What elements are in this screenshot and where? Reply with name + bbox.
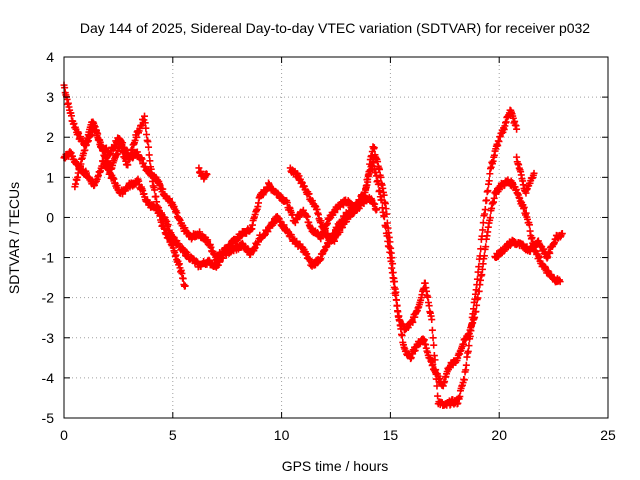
y-tick-label: 0 — [46, 209, 54, 225]
data-point — [428, 316, 436, 324]
data-point — [434, 392, 442, 400]
x-tick-label: 5 — [169, 427, 177, 443]
data-point — [146, 157, 154, 165]
data-point — [479, 226, 487, 234]
data-point — [143, 130, 151, 138]
data-point — [462, 361, 470, 369]
data-point — [482, 243, 490, 251]
data-point — [556, 278, 564, 286]
data-point — [370, 159, 378, 167]
data-point — [145, 143, 153, 151]
y-tick-label: -5 — [42, 410, 55, 426]
data-point — [390, 283, 398, 291]
data-point — [380, 213, 388, 221]
data-point — [148, 170, 156, 178]
data-point — [398, 332, 406, 340]
y-tick-label: 1 — [46, 169, 54, 185]
data-point — [378, 196, 386, 204]
data-point — [124, 161, 132, 169]
data-point — [179, 275, 187, 283]
data-point — [380, 191, 388, 199]
data-point — [480, 252, 488, 260]
x-axis-label: GPS time / hours — [282, 458, 389, 474]
chart-title: Day 144 of 2025, Sidereal Day-to-day VTE… — [80, 20, 590, 36]
data-point — [203, 170, 211, 178]
axis-ticks — [63, 56, 609, 419]
series-4 — [71, 112, 538, 290]
data-point — [460, 376, 468, 384]
x-tick-label: 25 — [600, 427, 616, 443]
x-tick-label: 10 — [274, 427, 290, 443]
data-point — [474, 294, 482, 302]
data-point — [407, 354, 415, 362]
data-point — [376, 187, 384, 195]
y-axis-label: SDTVAR / TECUs — [6, 182, 22, 294]
series-3 — [195, 164, 566, 262]
data-point — [141, 112, 149, 120]
data-point — [485, 177, 493, 185]
data-point — [377, 173, 385, 181]
plot-frame — [63, 56, 609, 419]
data-point — [472, 308, 480, 316]
data-point — [425, 302, 433, 310]
data-point — [484, 187, 492, 195]
data-point — [392, 296, 400, 304]
data-point — [530, 169, 538, 177]
x-tick-label: 0 — [60, 427, 68, 443]
data-point — [475, 263, 483, 271]
data-point — [483, 196, 491, 204]
data-point — [181, 282, 189, 290]
data-point — [430, 341, 438, 349]
data-point — [126, 153, 134, 161]
y-tick-label: -3 — [42, 330, 55, 346]
data-point — [142, 124, 150, 132]
x-tick-labels: 0 5 10 15 20 25 — [60, 427, 616, 443]
data-point — [370, 144, 378, 152]
x-tick-label: 15 — [383, 427, 399, 443]
y-tick-label: 3 — [46, 89, 54, 105]
y-tick-label: 2 — [46, 129, 54, 145]
data-point — [428, 326, 436, 334]
data-point — [465, 342, 473, 350]
data-point — [94, 130, 102, 138]
data-point — [525, 221, 533, 229]
data-point — [145, 151, 153, 159]
data-point — [558, 229, 566, 237]
data-point — [374, 180, 382, 188]
data-point — [456, 393, 464, 401]
y-tick-label: -2 — [42, 290, 55, 306]
y-tick-labels: -5 -4 -3 -2 -1 0 1 2 3 4 — [42, 49, 55, 426]
data-point — [429, 334, 437, 342]
data-point — [481, 206, 489, 214]
y-tick-label: -4 — [42, 370, 55, 386]
data-point — [486, 214, 494, 222]
series-2 — [60, 148, 564, 390]
data-point — [373, 205, 381, 213]
x-tick-label: 20 — [491, 427, 507, 443]
data-point — [475, 287, 483, 295]
data-points — [60, 81, 566, 409]
y-tick-label: -1 — [42, 250, 55, 266]
data-point — [382, 223, 390, 231]
data-point — [151, 186, 159, 194]
data-point — [387, 257, 395, 265]
data-point — [513, 125, 521, 133]
y-tick-label: 4 — [46, 49, 54, 65]
grid-lines — [64, 57, 608, 418]
